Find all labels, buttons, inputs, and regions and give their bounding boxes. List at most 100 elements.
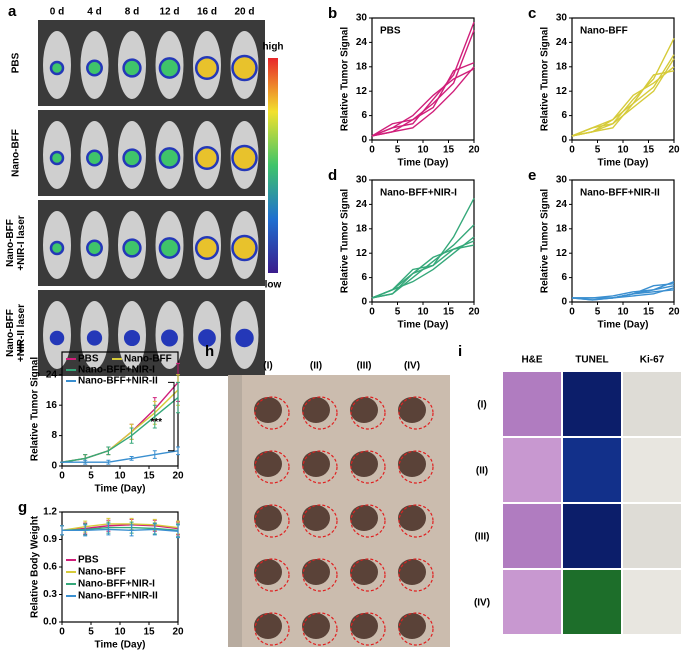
signal [123, 329, 141, 347]
y-tick-label: 0.6 [43, 562, 57, 573]
error-bar [129, 524, 134, 537]
series-line [62, 528, 179, 532]
series-line [571, 58, 675, 137]
y-tick-label: 24 [46, 369, 58, 380]
y-tick-label: 0.3 [43, 589, 57, 600]
legend-label: Nano-BFF [78, 567, 126, 578]
row-label: +NIR-I laser [16, 215, 27, 270]
tumor-outline [254, 504, 290, 538]
chart-title: Nano-BFF [580, 26, 628, 37]
y-tick-label: 6 [361, 272, 367, 283]
series-line [61, 523, 179, 532]
panel-label: i [458, 343, 462, 360]
x-axis-label: Time (Day) [95, 484, 146, 495]
micrograph [563, 504, 621, 568]
y-tick-label: 24 [356, 37, 368, 48]
row-label: Nano-BFF [5, 219, 16, 267]
column-label: (IV) [404, 361, 420, 372]
y-tick-label: 24 [556, 37, 568, 48]
column-label: 20 d [234, 7, 254, 18]
y-axis-label: Relative Tumor Signal [340, 189, 351, 294]
legend-label: Nano-BFF+NIR-II [78, 376, 158, 387]
x-tick-label: 15 [143, 471, 155, 482]
y-axis-label: Relative Tumor Signal [30, 357, 41, 462]
signal [235, 328, 254, 348]
tumor [350, 613, 378, 639]
chart-title: Nano-BFF+NIR-II [580, 188, 660, 199]
micrograph [563, 438, 621, 502]
tumor [350, 505, 378, 531]
x-tick-label: 0 [369, 145, 375, 156]
x-tick-label: 5 [395, 145, 401, 156]
signal [194, 55, 220, 81]
column-label: 4 d [87, 7, 101, 18]
y-tick-label: 12 [356, 248, 368, 259]
signal [161, 329, 178, 347]
y-axis-label: Relative Body Weight [30, 515, 41, 618]
tumor [350, 559, 378, 585]
signal [86, 330, 103, 346]
x-axis-label: Time (Day) [95, 640, 146, 650]
chart-title: Nano-BFF+NIR-I [380, 188, 457, 199]
y-tick-label: 0.0 [43, 617, 57, 628]
signal [231, 234, 258, 262]
tumor-outline [398, 558, 434, 592]
micrograph [563, 570, 621, 634]
tumor-outline [302, 396, 338, 430]
x-axis-label: Time (Day) [398, 158, 449, 169]
legend-label: Nano-BFF+NIR-I [78, 365, 155, 376]
column-label: 12 d [159, 7, 179, 18]
x-tick-label: 10 [417, 307, 429, 318]
x-tick-label: 20 [668, 307, 680, 318]
panel-label: c [528, 5, 536, 22]
panel-label: e [528, 167, 536, 184]
x-tick-label: 20 [668, 145, 680, 156]
column-label: 16 d [197, 7, 217, 18]
micrograph [623, 438, 681, 502]
micrograph [623, 504, 681, 568]
tumor-outline [302, 504, 338, 538]
y-tick-label: 30 [556, 13, 568, 24]
tumor-outline [398, 504, 434, 538]
x-tick-label: 0 [569, 307, 575, 318]
micrograph [623, 570, 681, 634]
row-label: Nano-BFF [5, 309, 16, 357]
tumor-outline [398, 396, 434, 430]
micrograph [503, 372, 561, 436]
y-tick-label: 30 [356, 13, 368, 24]
series-line [371, 244, 475, 299]
tumor [398, 451, 426, 477]
tumor [398, 613, 426, 639]
tumor-outline [398, 612, 434, 646]
tumor [302, 613, 330, 639]
x-tick-label: 20 [172, 627, 184, 638]
scale-low: low [265, 280, 282, 291]
signal [86, 59, 103, 77]
x-tick-label: 5 [595, 307, 601, 318]
significance-bracket [168, 381, 175, 452]
y-tick-label: 24 [356, 199, 368, 210]
micrograph [503, 570, 561, 634]
tumor-outline [398, 450, 434, 484]
x-tick-label: 20 [468, 307, 480, 318]
column-label: (III) [357, 361, 372, 372]
tumor [398, 505, 426, 531]
tumor [350, 397, 378, 423]
y-axis-label: Relative Tumor Signal [540, 27, 551, 132]
y-tick-label: 8 [51, 430, 57, 441]
error-bar [129, 427, 134, 444]
micrograph [623, 372, 681, 436]
series-line [371, 62, 475, 137]
legend-label: Nano-BFF+NIR-II [78, 591, 158, 602]
series-line [572, 289, 675, 299]
signal [86, 149, 103, 167]
error-bar [106, 459, 111, 465]
y-tick-label: 0.9 [43, 534, 57, 545]
x-axis-label: Time (Day) [398, 320, 449, 331]
series-line [61, 524, 179, 532]
row-label: +NIR-II laser [16, 304, 27, 362]
tumor [398, 559, 426, 585]
column-label: (II) [310, 361, 322, 372]
micrograph [503, 438, 561, 502]
series-line [61, 397, 179, 463]
